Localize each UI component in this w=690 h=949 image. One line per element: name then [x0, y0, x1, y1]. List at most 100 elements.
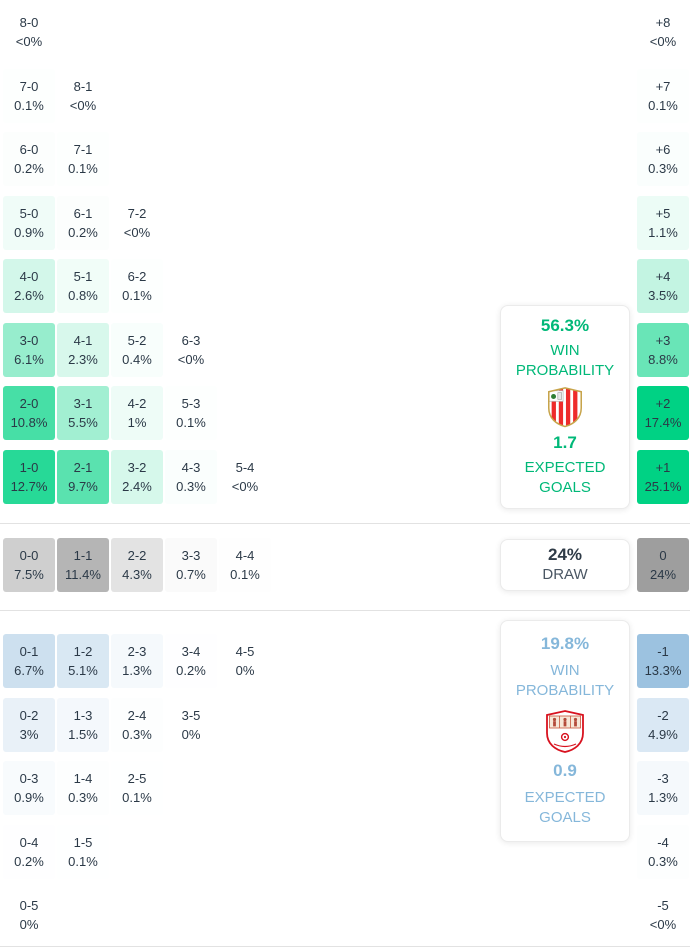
cell-score: 1-1	[73, 548, 93, 563]
score-cell-draw: 0-0 7.5%	[3, 538, 55, 592]
cell-probability: 0.2%	[14, 161, 44, 176]
score-cell-draw: 3-3 0.7%	[165, 538, 217, 592]
cell-probability: <0%	[123, 225, 151, 240]
cell-probability: <0%	[69, 98, 97, 113]
cell-probability: 0.4%	[122, 352, 152, 367]
cell-probability: 0.1%	[122, 288, 152, 303]
cell-probability: 0.1%	[230, 567, 260, 582]
cell-score: +1	[655, 460, 671, 475]
cell-score: 2-0	[19, 396, 39, 411]
away-expected-goals-value: 0.9	[553, 761, 577, 780]
score-cell-away: 1-2 5.1%	[57, 634, 109, 688]
home-win-probability-value: 56.3%	[540, 316, 590, 336]
cell-probability: 8.8%	[648, 352, 678, 367]
score-cell-away: 2-4 0.3%	[111, 698, 163, 752]
cell-probability: 4.9%	[648, 727, 678, 742]
section-divider	[0, 946, 690, 947]
cell-score: 6-0	[19, 142, 39, 157]
cell-score: 0-3	[19, 771, 39, 786]
score-cell-home: 6-3 <0%	[165, 323, 217, 377]
cell-probability: <0%	[649, 917, 677, 932]
cell-score: 1-0	[19, 460, 39, 475]
cell-score: 1-4	[73, 771, 93, 786]
score-cell-away: 3-4 0.2%	[165, 634, 217, 688]
cell-probability: 10.8%	[10, 415, 48, 430]
cell-score: 5-1	[73, 269, 93, 284]
cell-probability: 9.7%	[68, 479, 98, 494]
cell-score: 6-2	[127, 269, 147, 284]
away-win-probability-value: 19.8%	[540, 634, 590, 653]
cell-score: +2	[655, 396, 671, 411]
cell-probability: 5.5%	[68, 415, 98, 430]
cell-score: 2-2	[127, 548, 147, 563]
cell-probability: 0.1%	[68, 854, 98, 869]
cell-score: 0-0	[19, 548, 39, 563]
score-cell-away: 1-4 0.3%	[57, 761, 109, 815]
sevilla-crest-icon	[542, 708, 588, 754]
cell-probability: 0.7%	[176, 567, 206, 582]
cell-probability: 0.3%	[648, 161, 678, 176]
cell-probability: <0%	[231, 479, 259, 494]
cell-score: 0-1	[19, 644, 39, 659]
score-cell-away: 0-3 0.9%	[3, 761, 55, 815]
score-cell-home: 5-2 0.4%	[111, 323, 163, 377]
score-cell-home: 3-1 5.5%	[57, 386, 109, 440]
cell-score: 1-2	[73, 644, 93, 659]
score-cell-home: 5-4 <0%	[219, 450, 271, 504]
cell-probability: 1.1%	[648, 225, 678, 240]
cell-score: 4-3	[181, 460, 201, 475]
score-cell-home: 5-0 0.9%	[3, 196, 55, 250]
cell-score: 3-3	[181, 548, 201, 563]
cell-probability: 12.7%	[10, 479, 48, 494]
margin-cell-home: +3 8.8%	[637, 323, 689, 377]
cell-probability: 1.5%	[68, 727, 98, 742]
cell-probability: 1%	[127, 415, 147, 430]
cell-probability: 0.8%	[68, 288, 98, 303]
cell-score: 1-3	[73, 708, 93, 723]
cell-score: 0-4	[19, 835, 39, 850]
cell-score: 6-1	[73, 206, 93, 221]
cell-score: 8-1	[73, 79, 93, 94]
cell-probability: 2.3%	[68, 352, 98, 367]
cell-score: 4-2	[127, 396, 147, 411]
cell-score: +6	[655, 142, 671, 157]
score-cell-home: 7-0 0.1%	[3, 69, 55, 123]
score-cell-away: 2-3 1.3%	[111, 634, 163, 688]
section-divider	[0, 523, 690, 524]
cell-probability: 3%	[19, 727, 39, 742]
cell-probability: 0.3%	[176, 479, 206, 494]
draw-probability-value: 24%	[547, 544, 583, 564]
cell-probability: 0.9%	[14, 225, 44, 240]
cell-score: +3	[655, 333, 671, 348]
cell-probability: 4.3%	[122, 567, 152, 582]
cell-probability: 0%	[181, 727, 201, 742]
cell-probability: 0%	[235, 663, 255, 678]
cell-score: -5	[657, 898, 669, 913]
margin-cell-home: +7 0.1%	[637, 69, 689, 123]
margin-cell-away: -1 13.3%	[637, 634, 689, 688]
score-cell-home: 7-2 <0%	[111, 196, 163, 250]
cell-score: 3-2	[127, 460, 147, 475]
score-cell-home: 7-1 0.1%	[57, 132, 109, 186]
draw-probability-card: 24% DRAW	[500, 539, 630, 591]
score-cell-home: 5-3 0.1%	[165, 386, 217, 440]
away-win-probability-label: WIN PROBABILITY	[515, 662, 615, 699]
cell-probability: <0%	[15, 34, 43, 49]
margin-cell-away: -3 1.3%	[637, 761, 689, 815]
score-cell-away: 4-5 0%	[219, 634, 271, 688]
cell-score: 5-0	[19, 206, 39, 221]
score-cell-home: 4-0 2.6%	[3, 259, 55, 313]
away-win-probability-card: 19.8% WIN PROBABILITY 0.9 EXPECTED GOALS	[500, 620, 630, 842]
cell-score: 2-3	[127, 644, 147, 659]
cell-score: 4-4	[235, 548, 255, 563]
score-cell-away: 1-3 1.5%	[57, 698, 109, 752]
score-cell-home: 2-0 10.8%	[3, 386, 55, 440]
cell-probability: 0.9%	[14, 790, 44, 805]
score-cell-away: 1-5 0.1%	[57, 825, 109, 879]
cell-score: +4	[655, 269, 671, 284]
section-divider	[0, 610, 690, 611]
cell-probability: 0.1%	[648, 98, 678, 113]
cell-score: 3-0	[19, 333, 39, 348]
score-cell-away: 3-5 0%	[165, 698, 217, 752]
